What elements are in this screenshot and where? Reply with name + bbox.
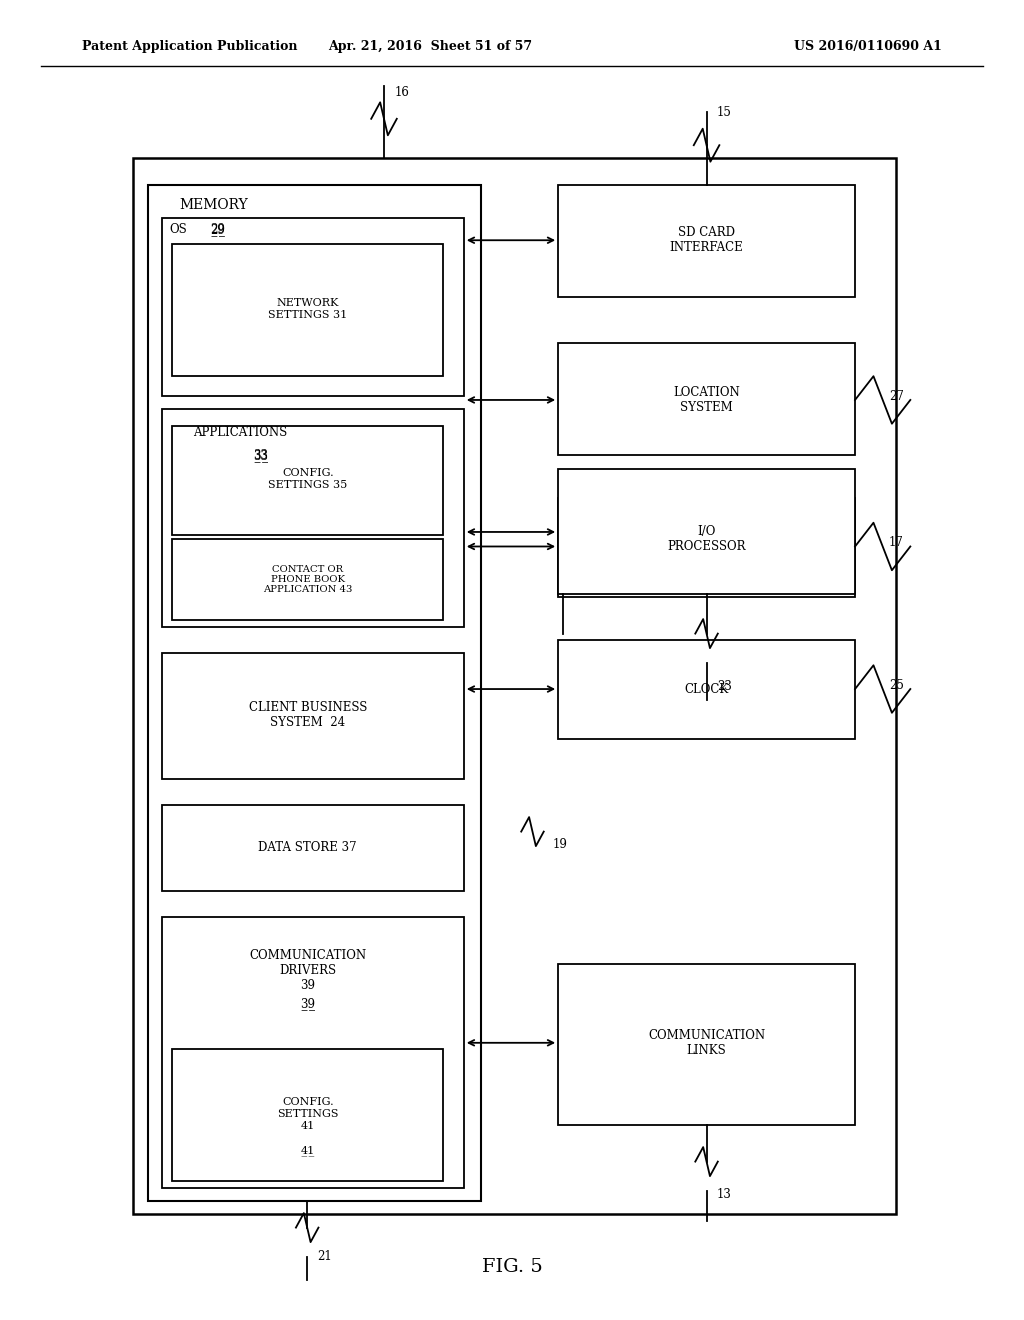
- Text: 13: 13: [717, 1188, 732, 1201]
- Text: 25: 25: [889, 678, 904, 692]
- Text: 4̲1̲: 4̲1̲: [301, 1146, 314, 1156]
- Text: OS: OS: [169, 223, 186, 236]
- Text: SD CARD
INTERFACE: SD CARD INTERFACE: [670, 226, 743, 255]
- Bar: [558, 640, 855, 739]
- Text: I/O: I/O: [697, 525, 716, 539]
- Bar: [162, 218, 464, 396]
- Text: 16: 16: [394, 86, 410, 99]
- Text: US 2016/0110690 A1: US 2016/0110690 A1: [795, 40, 942, 53]
- Text: PROCESSOR: PROCESSOR: [668, 540, 745, 553]
- Bar: [558, 498, 855, 597]
- Text: 29: 29: [210, 223, 225, 236]
- Text: 27: 27: [889, 389, 904, 403]
- Text: DATA STORE 37: DATA STORE 37: [258, 841, 357, 854]
- Text: LOCATION
SYSTEM: LOCATION SYSTEM: [673, 385, 740, 414]
- Text: 15: 15: [717, 106, 732, 119]
- Text: COMMUNICATION
DRIVERS
39: COMMUNICATION DRIVERS 39: [249, 949, 367, 991]
- Text: 21: 21: [317, 1250, 332, 1263]
- Text: COMMUNICATION
LINKS: COMMUNICATION LINKS: [648, 1028, 765, 1057]
- Text: NETWORK
SETTINGS 31: NETWORK SETTINGS 31: [268, 298, 347, 319]
- Bar: [162, 409, 464, 627]
- Text: CONFIG.
SETTINGS 35: CONFIG. SETTINGS 35: [268, 469, 347, 490]
- Text: 3̲3̲: 3̲3̲: [254, 449, 268, 462]
- Text: CLOCK: CLOCK: [684, 682, 729, 696]
- Bar: [162, 917, 464, 1188]
- Text: CONTACT OR
PHONE BOOK
APPLICATION 43: CONTACT OR PHONE BOOK APPLICATION 43: [263, 565, 352, 594]
- Bar: [162, 805, 464, 891]
- Text: 23: 23: [717, 680, 732, 693]
- Bar: [172, 1049, 443, 1181]
- Text: Patent Application Publication: Patent Application Publication: [82, 40, 297, 53]
- Bar: [558, 343, 855, 455]
- Text: MEMORY: MEMORY: [179, 198, 248, 211]
- Text: Apr. 21, 2016  Sheet 51 of 57: Apr. 21, 2016 Sheet 51 of 57: [328, 40, 532, 53]
- Bar: [172, 244, 443, 376]
- Text: APPLICATIONS: APPLICATIONS: [194, 426, 288, 440]
- Text: 17: 17: [889, 536, 904, 549]
- Text: 33: 33: [254, 449, 268, 462]
- Bar: [172, 539, 443, 620]
- Bar: [558, 469, 855, 594]
- Text: 2̲9̲: 2̲9̲: [210, 223, 225, 236]
- Text: 19: 19: [553, 838, 568, 851]
- Text: CLIENT BUSINESS
SYSTEM  24: CLIENT BUSINESS SYSTEM 24: [249, 701, 367, 730]
- Bar: [172, 426, 443, 535]
- Bar: [558, 185, 855, 297]
- Text: CONFIG.
SETTINGS
41: CONFIG. SETTINGS 41: [276, 1097, 339, 1131]
- Bar: [133, 158, 896, 1214]
- Bar: [148, 185, 481, 1201]
- Bar: [558, 964, 855, 1125]
- Bar: [162, 653, 464, 779]
- Text: FIG. 5: FIG. 5: [481, 1258, 543, 1276]
- Text: 3̲9̲: 3̲9̲: [300, 997, 315, 1010]
